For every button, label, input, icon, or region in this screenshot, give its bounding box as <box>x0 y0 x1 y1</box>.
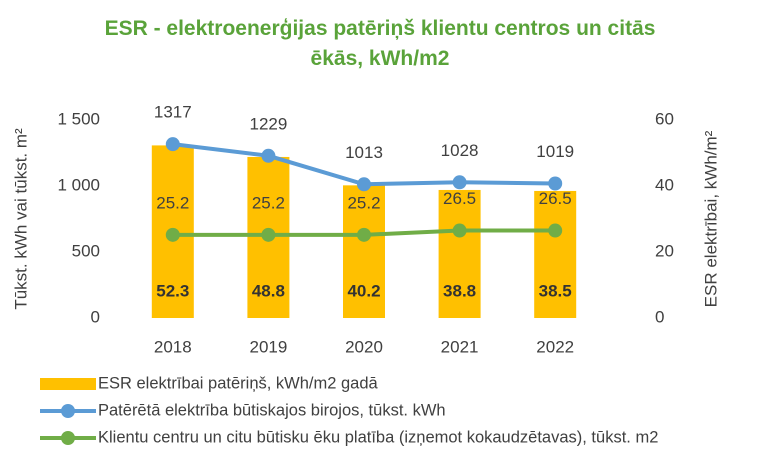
bar <box>534 190 577 318</box>
legend-label: ESR elektrībai patēriņš, kWh/m2 gadā <box>98 374 379 392</box>
point-value-label: 25.2 <box>156 193 189 212</box>
bar-value-label: 38.8 <box>443 281 476 300</box>
legend-label: Patērētā elektrība būtiskajos birojos, t… <box>98 401 446 419</box>
point <box>261 148 276 163</box>
x-tick-label: 2022 <box>536 337 574 356</box>
point <box>548 223 563 238</box>
point <box>452 175 467 190</box>
bar-value-label: 40.2 <box>347 281 380 300</box>
x-tick-label: 2019 <box>249 337 287 356</box>
y2-axis-label: ESR elektrībai, kWh/m² <box>701 130 720 307</box>
point <box>452 223 467 238</box>
y-tick-label: 1 000 <box>57 175 100 194</box>
point <box>548 176 563 191</box>
legend-swatch <box>40 378 96 390</box>
point <box>357 177 371 192</box>
bar-value-label: 48.8 <box>252 281 285 300</box>
legend-label: Klientu centru un citu būtisku ēku platī… <box>98 428 658 446</box>
bar <box>438 189 481 318</box>
point-value-label: 1229 <box>249 114 287 133</box>
bar <box>343 185 385 318</box>
point-value-label: 1013 <box>345 143 383 162</box>
point <box>165 227 180 242</box>
y-tick-label: 0 <box>91 307 100 326</box>
y2-tick-label: 0 <box>655 307 664 326</box>
chart-title: ESR - elektroenerģijas patēriņš klientu … <box>104 17 656 70</box>
point-value-label: 1028 <box>441 141 479 160</box>
legend-swatch <box>61 404 75 418</box>
point-value-label: 1317 <box>154 103 192 122</box>
x-tick-label: 2020 <box>345 337 383 356</box>
y-tick-label: 500 <box>72 241 100 260</box>
point <box>165 137 180 152</box>
y-axis-label: Tūkst. kWh vai tūkst. m² <box>11 128 30 310</box>
point-value-label: 26.5 <box>539 189 572 208</box>
point-value-label: 1019 <box>536 142 574 161</box>
bar-value-label: 52.3 <box>156 281 189 300</box>
point-value-label: 25.2 <box>347 193 380 212</box>
point-value-label: 26.5 <box>443 189 476 208</box>
point <box>261 227 276 242</box>
y-tick-label: 1 500 <box>57 109 100 128</box>
y2-tick-label: 20 <box>655 241 674 260</box>
y2-tick-label: 40 <box>655 175 674 194</box>
point <box>357 227 371 242</box>
bar-value-label: 38.5 <box>539 281 572 300</box>
x-tick-label: 2018 <box>154 337 192 356</box>
x-tick-label: 2021 <box>441 337 479 356</box>
y2-tick-label: 60 <box>655 109 674 128</box>
point-value-label: 25.2 <box>252 193 285 212</box>
legend-swatch <box>61 431 75 445</box>
